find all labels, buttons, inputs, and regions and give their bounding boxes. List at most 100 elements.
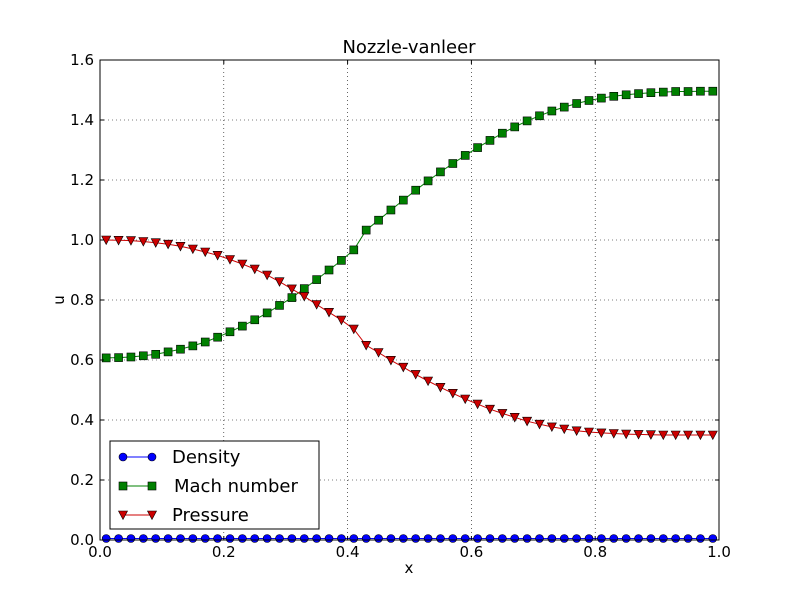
data-point-pressure bbox=[522, 416, 533, 427]
data-point-density bbox=[188, 534, 198, 543]
x-tick-label: 0.0 bbox=[88, 543, 112, 561]
data-point-mach-number bbox=[535, 111, 544, 121]
data-point-mach-number bbox=[275, 301, 284, 310]
data-point-pressure bbox=[621, 429, 632, 440]
y-tick-label: 1.0 bbox=[70, 231, 94, 249]
data-point-pressure bbox=[237, 259, 248, 270]
data-point-pressure bbox=[658, 430, 669, 441]
data-point-density bbox=[250, 534, 260, 543]
x-tick-label: 0.8 bbox=[583, 543, 607, 561]
legend-entry-mach-number: Mach number bbox=[118, 476, 298, 497]
data-point-density bbox=[225, 534, 235, 543]
data-point-density bbox=[535, 534, 544, 543]
data-point-mach-number bbox=[411, 185, 420, 195]
data-point-density bbox=[498, 534, 507, 543]
data-point-pressure bbox=[410, 370, 421, 380]
data-point-mach-number bbox=[324, 265, 334, 275]
data-point-mach-number bbox=[473, 143, 482, 152]
data-point-mach-number bbox=[498, 128, 507, 138]
data-point-pressure bbox=[138, 237, 149, 247]
data-point-density bbox=[399, 534, 408, 543]
legend-marker bbox=[118, 481, 128, 491]
data-point-pressure bbox=[484, 404, 495, 415]
data-point-mach-number bbox=[597, 93, 606, 103]
data-point-density bbox=[200, 534, 210, 543]
data-point-pressure bbox=[286, 284, 297, 295]
data-point-density bbox=[324, 534, 334, 543]
data-point-density bbox=[658, 534, 668, 543]
y-tick-label: 0.6 bbox=[70, 351, 94, 369]
data-point-density bbox=[374, 534, 383, 543]
data-point-density bbox=[337, 534, 346, 543]
y-tick-label: 1.6 bbox=[70, 51, 94, 69]
data-point-mach-number bbox=[423, 176, 433, 186]
data-point-density bbox=[423, 534, 433, 543]
data-point-mach-number bbox=[683, 87, 693, 96]
data-point-density bbox=[634, 534, 643, 543]
data-point-pressure bbox=[224, 255, 235, 265]
data-point-density bbox=[312, 534, 321, 543]
data-point-mach-number bbox=[448, 159, 458, 168]
data-point-pressure bbox=[596, 428, 607, 439]
data-point-mach-number bbox=[337, 256, 346, 265]
data-point-mach-number bbox=[225, 327, 235, 337]
data-point-mach-number bbox=[621, 90, 631, 100]
data-point-mach-number bbox=[287, 293, 297, 302]
chart-title: Nozzle-vanleer bbox=[342, 37, 476, 58]
data-point-pressure bbox=[460, 394, 471, 405]
data-point-density bbox=[559, 534, 569, 543]
data-point-pressure bbox=[175, 242, 186, 252]
data-point-density bbox=[114, 534, 123, 543]
series-pressure bbox=[101, 235, 718, 441]
data-point-density bbox=[101, 534, 111, 543]
data-point-mach-number bbox=[399, 195, 408, 205]
data-point-pressure bbox=[472, 399, 483, 410]
data-point-mach-number bbox=[101, 353, 111, 363]
data-point-pressure bbox=[336, 315, 347, 326]
data-point-pressure bbox=[546, 422, 557, 433]
legend-label: Mach number bbox=[174, 476, 298, 497]
data-point-density bbox=[547, 534, 557, 543]
data-point-mach-number bbox=[163, 347, 173, 357]
data-point-density bbox=[522, 534, 532, 543]
data-point-mach-number bbox=[522, 116, 532, 126]
data-point-pressure bbox=[423, 376, 434, 387]
data-point-density bbox=[708, 534, 718, 543]
data-point-pressure bbox=[645, 430, 656, 440]
data-point-mach-number bbox=[139, 351, 148, 361]
data-point-density bbox=[151, 534, 161, 543]
data-point-density bbox=[436, 534, 445, 543]
data-point-mach-number bbox=[559, 102, 569, 112]
data-point-mach-number bbox=[361, 225, 371, 235]
data-point-mach-number bbox=[708, 86, 718, 96]
x-tick-label: 1.0 bbox=[707, 543, 731, 561]
data-point-density bbox=[572, 534, 581, 543]
data-point-density bbox=[275, 534, 284, 543]
legend-box bbox=[109, 440, 320, 530]
data-point-density bbox=[671, 534, 680, 543]
data-point-density bbox=[485, 534, 495, 543]
y-tick-label: 1.2 bbox=[70, 171, 94, 189]
data-point-pressure bbox=[435, 382, 446, 393]
data-point-density bbox=[460, 534, 470, 543]
legend-marker bbox=[147, 452, 157, 462]
data-point-mach-number bbox=[572, 99, 581, 108]
data-point-pressure bbox=[559, 424, 570, 435]
data-point-density bbox=[448, 534, 458, 543]
data-point-density bbox=[411, 534, 420, 543]
data-point-density bbox=[213, 534, 222, 543]
data-point-density bbox=[262, 534, 272, 543]
y-tick-label: 1.4 bbox=[70, 111, 94, 129]
data-point-mach-number bbox=[510, 122, 520, 132]
legend-marker bbox=[147, 510, 157, 521]
data-point-pressure bbox=[311, 300, 322, 310]
data-point-pressure bbox=[163, 239, 174, 250]
data-point-mach-number bbox=[386, 205, 396, 215]
data-point-mach-number bbox=[262, 308, 272, 318]
y-tick-label: 0.0 bbox=[70, 531, 94, 549]
data-point-mach-number bbox=[658, 87, 668, 97]
y-tick-label: 0.2 bbox=[70, 471, 94, 489]
data-point-mach-number bbox=[634, 89, 643, 98]
x-tick-label: 0.2 bbox=[212, 543, 236, 561]
